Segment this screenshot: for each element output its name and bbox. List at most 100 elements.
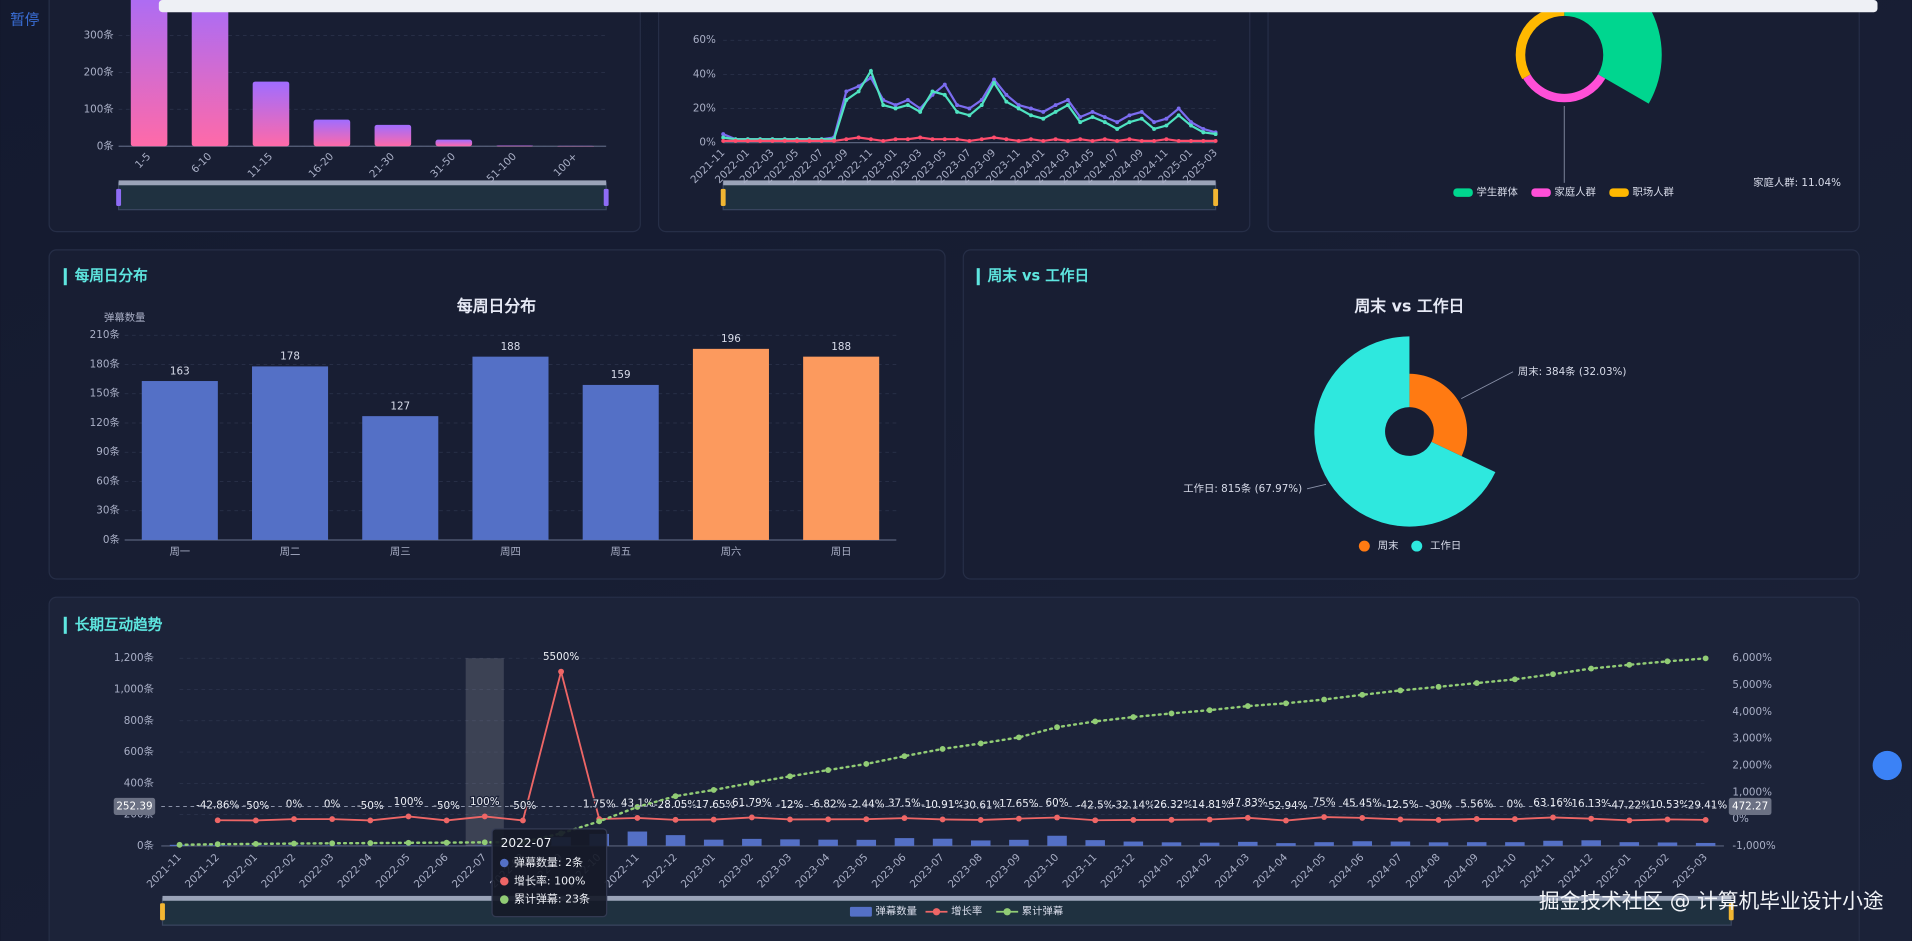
bar [692,348,769,540]
y-tick-label: 400条 [124,776,154,789]
series-line [216,671,1707,822]
y-tick-label: 200条 [84,65,114,78]
zoom-handle[interactable] [1213,188,1219,206]
legend-swatch [932,908,941,916]
point [893,103,898,108]
chart-title: 周末 vs 工作日 [1354,297,1464,316]
point [977,817,984,823]
point [1065,138,1070,143]
data-label: -30.61% [959,799,1002,811]
panel-heading: 周末 vs 工作日 [988,267,1089,285]
point [930,89,935,94]
point [979,103,984,108]
bar [130,0,168,147]
data-label: -47.22% [1608,800,1651,812]
point [1189,120,1193,125]
x-tick-label: 周五 [610,546,631,558]
panel [962,249,1860,580]
point [1004,99,1009,104]
bar [1466,842,1487,846]
point [901,753,908,760]
zoom-handle[interactable] [116,188,122,206]
point [1626,817,1633,824]
bar [970,840,991,846]
data-label: -50% [433,800,460,812]
point [1206,816,1213,823]
point [672,816,679,823]
x-tick-label: 周四 [500,546,521,558]
point [1164,123,1169,128]
point [856,84,861,89]
bar [252,366,329,540]
bar [780,839,800,846]
point [942,92,947,97]
zoom-handle[interactable] [720,188,726,206]
point [1702,816,1709,823]
zoom-handle[interactable] [603,188,609,206]
point [787,816,793,823]
data-label: 5500% [543,651,579,663]
slice-label: 工作日: 815条 (67.97%) [1183,482,1302,495]
point [881,103,886,108]
data-label: -10.91% [921,799,964,811]
point [1397,816,1404,823]
point [1092,817,1099,824]
data-label: -17.65% [692,799,735,811]
point [758,138,763,143]
data-label: 61.79% [732,797,772,809]
data-label: 5.56% [1460,798,1493,810]
zoom-slider[interactable] [722,182,1217,211]
point [977,740,984,747]
point [252,840,259,847]
zoom-handle[interactable] [1728,903,1734,921]
data-label: -26.32% [1150,799,1193,811]
point [1054,724,1060,731]
zoom-slider[interactable] [117,182,607,211]
bar [703,839,724,846]
legend-label: 职场人群 [1632,186,1673,199]
data-label: 0% [286,798,303,810]
data-label: 47.83% [1228,797,1268,809]
point [1065,98,1070,102]
point [1164,116,1169,121]
data-label: -42.5% [1077,800,1114,812]
point [1053,109,1058,114]
point [787,773,793,780]
heading-marker [976,268,980,286]
point [214,841,221,848]
y-tick-label: 0条 [97,139,114,152]
point [1130,714,1137,720]
point [710,816,717,823]
point [942,82,947,87]
pie-slice [1409,373,1468,457]
bar [1352,841,1373,846]
point [443,839,450,846]
point [992,135,996,140]
data-label: -2.44% [848,799,885,811]
pie-slice [1515,6,1565,80]
bar [1238,841,1258,846]
point [955,103,960,108]
x-tick-label: 周六 [721,546,742,558]
point [1090,109,1095,114]
point [863,816,870,823]
legend-label: 家庭人群 [1554,186,1595,199]
y-tick-label: 40% [693,68,716,80]
y-tick-label: 30条 [96,504,120,517]
point [918,109,923,114]
data-label: -29.41% [1684,799,1727,811]
point [1029,137,1033,142]
point [1435,683,1442,690]
data-label: -52.94% [1264,800,1307,812]
side-button[interactable] [1872,750,1902,781]
data-label: -42.86% [196,800,239,812]
pause-label[interactable]: 暂停 [10,12,39,29]
point [721,138,726,143]
point [1053,137,1058,142]
point [291,816,297,823]
zoom-handle[interactable] [160,903,165,921]
data-label: -14.81% [1188,799,1231,811]
point [1168,710,1175,717]
point [1588,665,1595,672]
